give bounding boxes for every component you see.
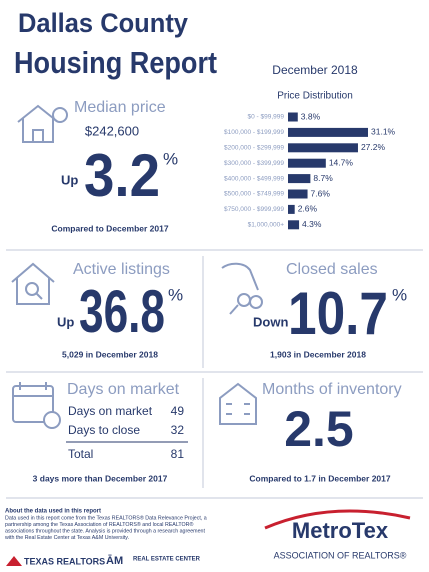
search-house-icon (11, 262, 55, 305)
category-label: $400,000 - $499,999 (224, 175, 284, 182)
median-price-unit: % (163, 149, 178, 168)
closed-sales-note: 1,903 in December 2018 (270, 349, 366, 359)
footer-heading: About the data used in this report (5, 509, 101, 515)
active-listings-direction: Up (57, 314, 74, 329)
title-line-1: Dallas County (18, 8, 188, 38)
value-label: 14.7% (329, 157, 354, 167)
building-icon (219, 382, 257, 425)
report-date: December 2018 (272, 63, 358, 77)
texas-realtors-mark (6, 556, 22, 566)
table-value: 81 (171, 447, 185, 461)
metrotex-logo: MetroTex (292, 518, 389, 543)
active-listings-note: 5,029 in December 2018 (62, 349, 158, 359)
active-listings-change: 36.8 (79, 278, 165, 345)
median-price-note: Compared to December 2017 (51, 223, 168, 233)
active-listings-unit: % (168, 285, 183, 304)
median-price-heading: Median price (74, 99, 166, 116)
footer-line: with the Real Estate Center at Texas A&M… (5, 535, 129, 541)
metrotex-swoosh (264, 509, 411, 530)
category-label: $750,000 - $999,999 (224, 206, 284, 213)
table-value: 32 (171, 423, 185, 437)
table-label: Days to close (68, 423, 140, 437)
months-of-inventory-value: 2.5 (284, 401, 354, 457)
value-label: 31.1% (371, 127, 396, 137)
category-label: $200,000 - $299,999 (224, 145, 284, 152)
title-line-2: Housing Report (14, 45, 217, 80)
months-of-inventory-note: Compared to 1.7 in December 2017 (249, 473, 391, 483)
bar (288, 143, 358, 153)
value-label: 4.3% (302, 219, 322, 229)
value-label: 27.2% (361, 142, 386, 152)
bar (288, 174, 311, 184)
metrotex-subtitle: ASSOCIATION OF REALTORS® (274, 550, 407, 560)
category-label: $1,000,000+ (248, 222, 285, 229)
table-value: 49 (171, 404, 185, 418)
value-label: 8.7% (313, 173, 333, 183)
footer-line: Data used in this report come from the T… (5, 514, 207, 521)
price-distribution-chart: $0 - $99,999 3.8% $100,000 - $199,999 31.1%… (224, 111, 396, 230)
active-listings-heading: Active listings (73, 261, 170, 278)
value-label: 7.6% (311, 188, 331, 198)
footer-line: associations throughout the state. Analy… (5, 528, 205, 534)
category-label: $0 - $99,999 (247, 114, 284, 121)
table-label: Total (68, 447, 93, 461)
days-on-market-heading: Days on market (67, 381, 180, 398)
closed-sales-change: 10.7 (288, 280, 388, 347)
closed-sales-heading: Closed sales (286, 261, 378, 278)
bar (288, 204, 295, 214)
footer-line: partnership among the Texas Association … (5, 521, 193, 528)
closed-sales-direction: Down (253, 314, 288, 329)
bar (288, 220, 300, 230)
house-icon (17, 104, 68, 143)
closed-sales-unit: % (392, 285, 407, 304)
median-price-change: 3.2 (84, 142, 160, 209)
value-label: 3.8% (301, 111, 321, 121)
days-on-market-note: 3 days more than December 2017 (33, 473, 168, 483)
bar (288, 158, 326, 168)
months-of-inventory-heading: Months of inventory (262, 381, 402, 398)
table-label: Days on market (68, 404, 153, 418)
category-label: $300,000 - $399,999 (224, 160, 284, 167)
tamu-logo: ĀM (106, 555, 123, 567)
category-label: $500,000 - $749,999 (224, 191, 284, 198)
footer-text: Data used in this report come from the T… (5, 514, 207, 541)
bar (288, 189, 308, 199)
keys-icon (221, 262, 263, 315)
bar (288, 127, 368, 137)
median-price-direction: Up (61, 172, 78, 187)
bar (288, 112, 298, 122)
price-distribution-title: Price Distribution (277, 91, 353, 102)
texas-realtors-logo: TEXAS REALTORS (24, 556, 105, 566)
real-estate-center-logo: REAL ESTATE CENTER (133, 557, 201, 563)
calendar-icon (12, 382, 61, 429)
category-label: $100,000 - $199,999 (224, 129, 284, 136)
value-label: 2.6% (298, 204, 318, 214)
median-price-value: $242,600 (85, 123, 139, 138)
